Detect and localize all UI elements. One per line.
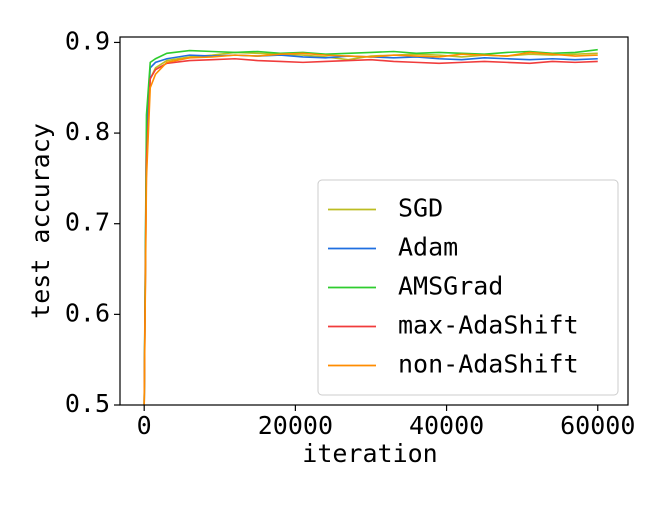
x-tick-label: 0 bbox=[137, 411, 152, 440]
line bbox=[143, 48, 598, 405]
line bbox=[143, 51, 598, 405]
legend-label: non-AdaShift bbox=[398, 350, 579, 379]
x-tick-label: 60000 bbox=[560, 411, 635, 440]
y-tick-label: 0.5 bbox=[65, 389, 110, 418]
legend-label: Adam bbox=[398, 233, 458, 262]
y-tick-label: 0.9 bbox=[65, 26, 110, 55]
legend-box bbox=[317, 179, 619, 396]
legend-label: max-AdaShift bbox=[398, 311, 579, 340]
legend-label: SGD bbox=[398, 194, 443, 223]
y-tick-label: 0.8 bbox=[65, 117, 110, 146]
y-axis-label: test accuracy bbox=[26, 123, 55, 319]
x-axis-label: iteration bbox=[302, 439, 437, 468]
x-tick-label: 20000 bbox=[258, 411, 333, 440]
y-tick-label: 0.6 bbox=[65, 298, 110, 327]
y-tick-label: 0.7 bbox=[65, 208, 110, 237]
line bbox=[143, 54, 598, 405]
x-tick-label: 40000 bbox=[409, 411, 484, 440]
plot-frame bbox=[119, 36, 629, 406]
legend-label: AMSGrad bbox=[398, 272, 503, 301]
